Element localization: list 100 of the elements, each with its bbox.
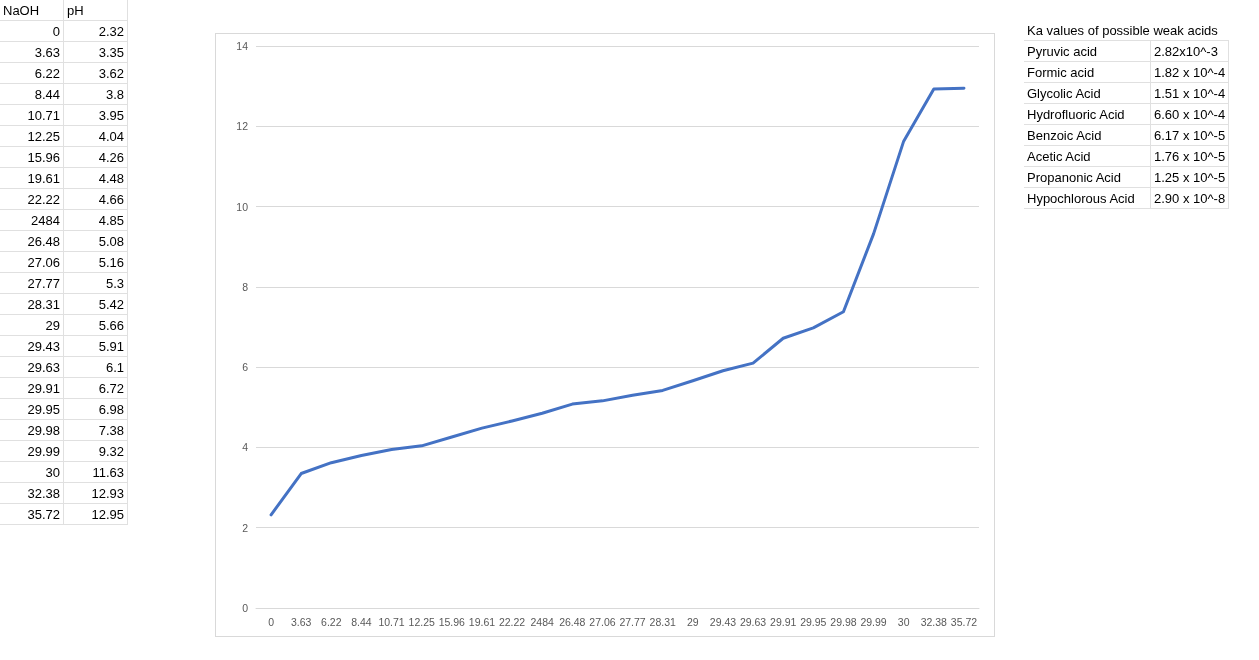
y-tick-label: 14 [236,40,249,52]
y-tick-label: 2 [242,521,249,534]
text: 29.91 [0,377,64,399]
text: 6.60 x 10^-4 [1150,103,1229,125]
x-tick-label: 29.43 [709,615,737,628]
text: Ka values of possible weak acids [1024,20,1229,41]
x-tick-label: 19.61 [468,615,496,628]
text: 5.08 [63,230,128,252]
text: Acetic Acid [1024,145,1151,167]
x-tick-label: 29.63 [739,615,767,628]
text: 32.38 [0,482,64,504]
text: 29.99 [0,440,64,462]
text: 29.43 [0,335,64,357]
x-tick-label: 3.63 [290,615,312,628]
text: 1.51 x 10^-4 [1150,82,1229,104]
text: 6.98 [63,398,128,420]
text: 7.38 [63,419,128,441]
text: 3.8 [63,83,128,105]
text: 3.35 [63,41,128,63]
text: 1.76 x 10^-5 [1150,145,1229,167]
text: 6.17 x 10^-5 [1150,124,1229,146]
text: 4.26 [63,146,128,168]
y-tick-label: 6 [242,361,249,374]
y-tick-label: 10 [236,200,249,213]
text: 35.72 [0,503,64,525]
text: 4.85 [63,209,128,231]
text: 3.62 [63,62,128,84]
x-tick-label: 29.99 [860,615,887,628]
text: 5.91 [63,335,128,357]
x-tick-label: 2484 [530,615,555,628]
text: 11.63 [63,461,128,483]
text: Glycolic Acid [1024,82,1151,104]
text: 1.82 x 10^-4 [1150,61,1229,83]
text: 28.31 [0,293,64,315]
text: 12.95 [63,503,128,525]
text: 29 [0,314,64,336]
text: 29.95 [0,398,64,420]
y-tick-label: 8 [242,280,249,293]
text: 30 [0,461,64,483]
text: 4.04 [63,125,128,147]
y-tick-label: 4 [242,441,249,454]
text: 12.25 [0,125,64,147]
text: Hydrofluoric Acid [1024,103,1151,125]
text: 6.1 [63,356,128,378]
text: 12.93 [63,482,128,504]
text: 5.42 [63,293,128,315]
text: 3.95 [63,104,128,126]
text: 6.72 [63,377,128,399]
x-tick-label: 26.48 [559,615,586,628]
line-series [269,86,966,517]
x-tick-label: 6.22 [321,615,342,628]
text: 5.3 [63,272,128,294]
text: 4.66 [63,188,128,210]
x-tick-label: 29.95 [800,615,827,628]
text: 5.66 [63,314,128,336]
x-tick-label: 29 [686,615,699,628]
text: 29.98 [0,419,64,441]
text: NaOH [0,0,64,21]
x-tick-label: 27.77 [619,615,646,628]
text: 1.25 x 10^-5 [1150,166,1229,188]
text: 2.90 x 10^-8 [1150,187,1229,209]
text: 2.82x10^-3 [1150,40,1229,62]
text: 29.63 [0,356,64,378]
text: 15.96 [0,146,64,168]
x-tick-label: 8.44 [351,615,372,628]
text: 2484 [0,209,64,231]
x-tick-label: 28.31 [649,615,676,628]
text: 22.22 [0,188,64,210]
text: 4.48 [63,167,128,189]
text: 8.44 [0,83,64,105]
x-tick-label: 30 [897,615,910,628]
y-tick-label: 12 [236,120,249,133]
x-tick-label: 32.38 [920,615,948,628]
text: Pyruvic acid [1024,40,1151,62]
x-tick-label: 10.71 [378,615,405,628]
x-tick-label: 29.98 [830,615,857,628]
text: 2.32 [63,20,128,42]
x-tick-label: 29.91 [770,615,797,628]
x-tick-label: 12.25 [408,615,435,628]
text: Hypochlorous Acid [1024,187,1151,209]
text: 19.61 [0,167,64,189]
text: 0 [0,20,64,42]
text: 27.06 [0,251,64,273]
text: 5.16 [63,251,128,273]
text: 10.71 [0,104,64,126]
x-tick-label: 27.06 [589,615,616,628]
text: 6.22 [0,62,64,84]
text: Propanonic Acid [1024,166,1151,188]
x-tick-label: 22.22 [498,615,526,628]
text: pH [63,0,128,21]
y-tick-label: 0 [242,602,249,614]
text: Formic acid [1024,61,1151,83]
text: 9.32 [63,440,128,462]
x-tick-label: 0 [268,615,275,628]
x-tick-label: 15.96 [438,615,466,628]
text: 27.77 [0,272,64,294]
text: 26.48 [0,230,64,252]
text: 3.63 [0,41,64,63]
text: Benzoic Acid [1024,124,1151,146]
x-tick-label: 35.72 [950,615,978,628]
